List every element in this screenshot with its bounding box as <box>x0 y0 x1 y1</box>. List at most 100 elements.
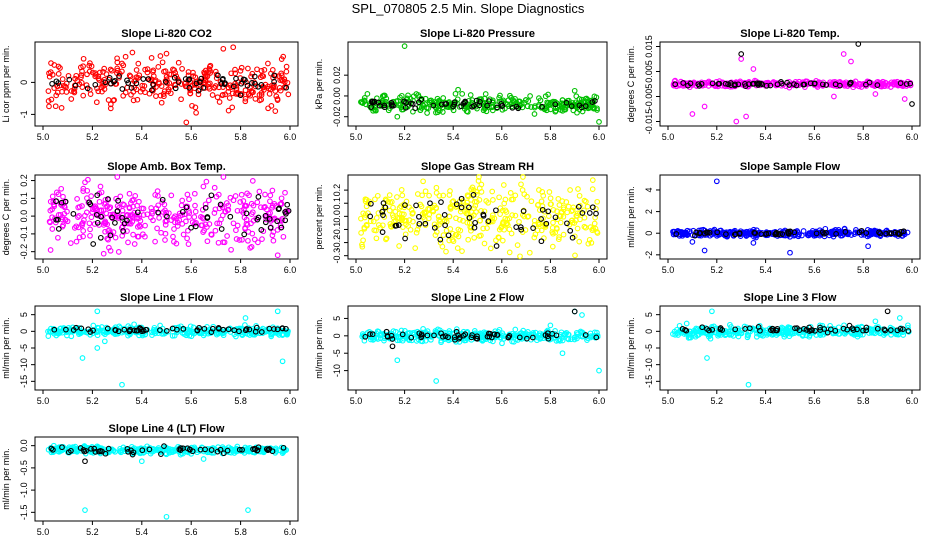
data-point <box>787 249 793 256</box>
data-point <box>728 324 734 330</box>
data-point <box>426 192 432 199</box>
data-point <box>240 76 247 83</box>
data-point <box>536 207 543 213</box>
data-point <box>49 226 56 232</box>
data-point <box>45 98 52 104</box>
data-point <box>856 229 863 236</box>
data-point <box>201 227 207 234</box>
data-point <box>512 192 519 199</box>
data-point <box>676 231 683 238</box>
data-point <box>95 88 102 95</box>
data-point <box>101 65 108 72</box>
data-point <box>192 104 199 111</box>
data-point <box>262 203 268 210</box>
data-point <box>507 190 514 196</box>
data-point <box>172 85 179 92</box>
data-point <box>432 232 439 238</box>
data-point <box>791 229 798 236</box>
data-point <box>732 326 739 333</box>
data-point <box>901 96 908 102</box>
data-point <box>394 113 401 120</box>
data-point <box>756 80 763 87</box>
data-point <box>234 448 240 455</box>
data-point <box>254 447 260 454</box>
data-point <box>237 199 244 205</box>
data-point <box>497 211 503 217</box>
data-point <box>560 204 567 211</box>
series-1 <box>358 174 601 260</box>
data-point <box>824 329 831 336</box>
data-point <box>706 327 712 334</box>
data-point <box>373 335 380 341</box>
data-point <box>524 193 530 200</box>
data-point <box>589 177 596 183</box>
data-point <box>279 325 286 331</box>
data-point <box>550 207 557 213</box>
data-point <box>485 218 492 224</box>
chart-title: Slope Line 1 Flow <box>120 292 213 304</box>
data-point <box>464 192 471 199</box>
data-point <box>542 224 549 230</box>
data-point <box>204 238 211 245</box>
data-point <box>195 91 202 98</box>
data-point <box>742 83 749 89</box>
chart-title: Slope Line 2 Flow <box>431 292 524 304</box>
data-point <box>283 68 290 75</box>
data-point <box>212 227 219 234</box>
data-point <box>279 215 286 222</box>
data-point <box>274 97 281 103</box>
data-point <box>379 208 386 215</box>
data-point <box>48 96 55 103</box>
data-point <box>105 236 111 243</box>
data-point <box>565 203 572 210</box>
data-point <box>540 192 547 199</box>
data-point <box>55 191 62 198</box>
data-point <box>466 204 472 211</box>
y-tick-label: -5 <box>332 349 342 357</box>
x-tick-label: 5.0 <box>37 396 50 406</box>
y-tick-label: 0.00 <box>332 87 342 105</box>
chart-panel-7: Slope Line 1 Flow ml/min per min. 5.0 5.2 5.… <box>1 292 299 406</box>
data-point <box>228 70 235 77</box>
data-point <box>112 327 119 333</box>
data-point <box>114 55 120 62</box>
data-point <box>745 328 752 335</box>
data-point <box>281 84 288 91</box>
data-point <box>530 225 536 231</box>
data-point <box>458 195 465 202</box>
data-point <box>431 332 437 339</box>
data-point <box>59 76 66 82</box>
data-point <box>187 323 194 330</box>
data-point <box>218 226 225 232</box>
data-point <box>155 64 162 70</box>
data-point <box>86 199 93 206</box>
data-point <box>194 327 201 334</box>
data-point <box>279 77 286 84</box>
data-point <box>735 327 742 334</box>
data-point <box>513 224 520 230</box>
data-point <box>47 247 54 253</box>
data-point <box>399 331 406 338</box>
data-point <box>840 325 847 332</box>
data-point <box>489 215 496 221</box>
data-point <box>553 332 560 339</box>
data-point <box>65 73 72 79</box>
y-tick-label: -1 <box>19 110 29 118</box>
data-point <box>128 85 135 91</box>
data-point <box>256 92 263 98</box>
data-point <box>59 444 65 451</box>
data-point <box>243 221 250 227</box>
data-point <box>242 95 249 102</box>
x-tick-label: 5.4 <box>759 265 772 275</box>
data-point <box>415 99 422 106</box>
data-point <box>136 72 143 79</box>
data-point <box>215 239 222 246</box>
data-point <box>881 326 888 333</box>
x-tick-label: 5.4 <box>447 132 460 142</box>
data-point <box>124 211 131 218</box>
data-point <box>882 327 889 334</box>
data-point <box>432 102 439 109</box>
data-point <box>591 329 598 336</box>
data-point <box>723 231 729 237</box>
data-point <box>106 227 112 233</box>
